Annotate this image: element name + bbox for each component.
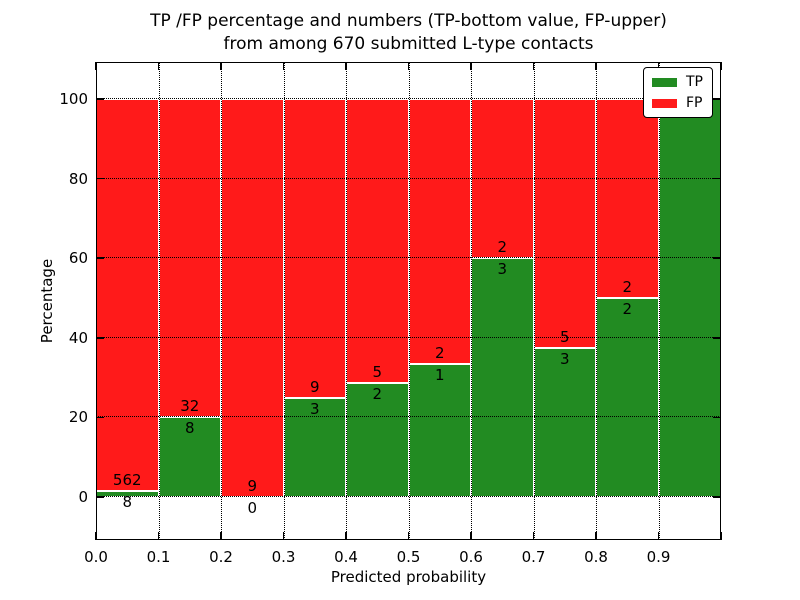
x-tick-mark-top [345, 62, 347, 70]
x-tick-label: 0.6 [459, 548, 483, 566]
x-tick-label: 0.1 [146, 548, 171, 566]
tp-bar-segment [346, 383, 409, 497]
x-tick-mark-top [407, 62, 410, 70]
x-tick-mark [657, 532, 660, 540]
x-tick-mark-top [220, 62, 222, 70]
x-tick-mark [720, 532, 722, 540]
tp-bar-segment [96, 491, 159, 497]
chart-title-line1: TP /FP percentage and numbers (TP-bottom… [150, 11, 667, 31]
x-tick-mark [532, 532, 535, 540]
x-tick-mark-top [95, 62, 97, 70]
x-tick-label: 0.2 [209, 548, 233, 566]
x-tick-mark-top [282, 62, 285, 70]
fp-bar-segment [221, 99, 284, 497]
x-tick-label: 0.9 [646, 548, 671, 566]
x-tick-mark [595, 532, 597, 540]
x-tick-label: 0.7 [521, 548, 546, 566]
tp-bar-segment [533, 347, 596, 497]
x-tick-mark-top [470, 62, 472, 70]
fp-bar-segment [158, 99, 221, 418]
fp-bar-segment [283, 99, 346, 398]
y-tick-label: 40 [68, 328, 88, 347]
x-tick-mark [470, 532, 472, 540]
chart-title-line2: from among 670 submitted L-type contacts [223, 34, 594, 54]
x-tick-label: 0.4 [334, 548, 358, 566]
x-tick-label: 0.5 [396, 548, 421, 566]
legend: TP FP [643, 67, 713, 118]
x-tick-mark-top [532, 62, 535, 70]
tp-bar-segment [471, 258, 534, 497]
tp-bar-segment [658, 99, 721, 497]
legend-entry: FP [652, 96, 703, 110]
fp-bar-segment [408, 99, 471, 365]
x-tick-mark-top [157, 62, 160, 70]
chart-title: TP /FP percentage and numbers (TP-bottom… [96, 10, 721, 56]
legend-entry: TP [652, 75, 703, 89]
fp-bar-segment [596, 99, 659, 298]
x-tick-label: 0.8 [584, 548, 608, 566]
tp-count-label: 0 [247, 499, 258, 517]
y-tick-label: 20 [68, 408, 88, 427]
x-tick-mark [407, 532, 410, 540]
fp-bar-segment [96, 99, 159, 492]
x-tick-label: 0.3 [271, 548, 296, 566]
tp-bar-segment [283, 397, 346, 497]
x-tick-mark [282, 532, 285, 540]
y-tick-label: 60 [68, 249, 88, 268]
x-tick-mark-top [720, 62, 722, 70]
legend-label: FP [686, 95, 703, 111]
tp-swatch-icon [652, 77, 677, 87]
x-tick-label: 0.0 [84, 548, 108, 566]
y-tick-label: 80 [68, 169, 88, 188]
x-tick-mark [157, 532, 160, 540]
tp-bar-segment [408, 364, 471, 497]
x-tick-mark [345, 532, 347, 540]
y-tick-label: 100 [59, 90, 88, 108]
y-tick-label: 0 [78, 488, 88, 506]
fp-swatch-icon [652, 98, 677, 108]
fp-bar-segment [471, 99, 534, 259]
x-tick-mark [95, 532, 97, 540]
legend-label: TP [686, 74, 703, 90]
x-tick-mark-top [595, 62, 597, 70]
fp-bar-segment [346, 99, 409, 384]
x-tick-mark [220, 532, 222, 540]
tp-bar-segment [596, 298, 659, 497]
fp-bar-segment [533, 99, 596, 348]
x-axis-label: Predicted probability [330, 568, 487, 586]
tp-bar-segment [158, 417, 221, 497]
